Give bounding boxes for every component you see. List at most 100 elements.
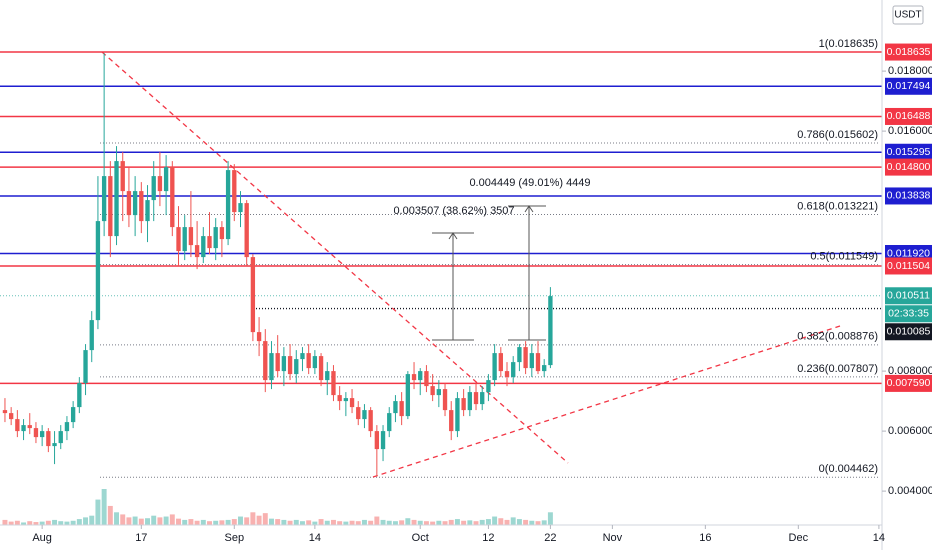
x-tick-label: Dec — [789, 532, 809, 544]
candle-body — [418, 371, 423, 381]
candle-body — [294, 359, 299, 375]
volume-bar — [330, 519, 336, 525]
volume-bar — [535, 521, 541, 525]
candle-body — [393, 401, 398, 414]
volume-bar — [21, 522, 27, 525]
volume-bar — [101, 489, 107, 525]
candle-body — [430, 386, 435, 396]
candle-body — [492, 353, 497, 381]
x-tick-label: Sep — [225, 532, 245, 544]
volume-bar — [157, 517, 163, 525]
volume-bar — [256, 515, 262, 525]
fib-label: 0.5(0.011549) — [810, 251, 878, 263]
fib-label: 0(0.004462) — [819, 463, 878, 475]
volume-bar — [8, 521, 14, 525]
x-tick-label: 14 — [873, 532, 885, 544]
trend-line — [101, 51, 569, 464]
volume-bar — [163, 516, 169, 525]
candle-body — [343, 398, 349, 402]
marker-label-box — [885, 323, 932, 341]
volume-bar — [182, 519, 188, 525]
candle-body — [157, 176, 163, 192]
volume-bar — [244, 517, 250, 525]
volume-bar — [138, 518, 144, 525]
candle-body — [480, 392, 485, 405]
candle-body — [362, 410, 367, 420]
y-tick-label: 0.016000 — [888, 125, 932, 137]
y-tick-label: 0.004000 — [888, 485, 932, 497]
volume-bar — [399, 520, 405, 525]
volume-bar — [107, 505, 113, 525]
volume-bar — [374, 516, 380, 525]
measure — [432, 205, 546, 341]
candle-body — [542, 365, 547, 372]
candle-body — [331, 371, 336, 396]
candle-body — [368, 410, 373, 432]
candle-body — [46, 431, 51, 447]
volume-bar — [238, 516, 243, 525]
candle-body — [461, 398, 466, 411]
price-label: 0.010511 — [887, 290, 930, 302]
volume-bar — [386, 520, 392, 525]
volume-bar — [126, 517, 132, 525]
candle-body — [27, 425, 32, 429]
volume-bar — [213, 520, 219, 525]
x-tick-label: 22 — [544, 532, 556, 544]
currency[interactable]: USDT — [894, 10, 921, 21]
x-tick-label: Aug — [32, 532, 52, 544]
candle-body — [405, 374, 411, 417]
volume-bar — [324, 520, 330, 525]
candle-body — [498, 353, 503, 372]
candle-body — [269, 353, 274, 381]
volume-bar — [430, 521, 436, 525]
candle-body — [275, 353, 280, 372]
volume-bar — [114, 512, 120, 525]
volume-bar — [45, 520, 51, 525]
volume-bar — [368, 520, 374, 525]
y-tick-label: 0.008000 — [888, 365, 932, 377]
volume-bar — [547, 512, 553, 525]
candle-body — [108, 176, 113, 237]
volume-bar — [467, 520, 473, 525]
candle-body — [287, 356, 293, 375]
candle-body — [312, 356, 318, 369]
candle-body — [399, 401, 404, 417]
volume-bar — [89, 515, 95, 525]
y-tick-label: 0.018000 — [888, 65, 932, 77]
volume-bar — [479, 519, 485, 525]
fib-label: 1(0.018635) — [819, 38, 878, 50]
volume-bar — [231, 519, 237, 525]
volume-bar — [392, 521, 398, 525]
volume-bar — [417, 520, 423, 525]
volume-bar — [380, 519, 386, 525]
volume-bar — [207, 521, 212, 525]
volume-bar — [64, 521, 70, 525]
volume-bar — [219, 520, 225, 525]
volume-bar — [411, 519, 417, 525]
x-tick-label: Oct — [412, 532, 429, 544]
volume-bar — [188, 519, 194, 525]
volume-bar — [120, 514, 126, 525]
candle-body — [263, 341, 268, 381]
candle-body — [58, 431, 63, 444]
volume-bar — [2, 519, 8, 525]
candle-body — [182, 227, 187, 252]
volume-bar — [492, 516, 498, 525]
fib-label: 0.786(0.015602) — [797, 129, 878, 141]
volume-bar — [343, 521, 349, 525]
candle-body — [380, 431, 386, 450]
volume-bar — [194, 520, 200, 525]
candle-body — [83, 350, 88, 384]
volume-bar — [39, 521, 45, 525]
volume-bar — [83, 517, 89, 525]
volume-bar — [473, 521, 479, 525]
volume-bar — [485, 519, 491, 525]
volume-bar — [200, 519, 206, 525]
candle-body — [188, 227, 194, 246]
candle-body — [120, 161, 125, 192]
level-label-box — [885, 374, 932, 392]
countdown-box — [885, 305, 932, 323]
candle-body — [300, 353, 305, 360]
currency-box[interactable] — [892, 5, 924, 25]
